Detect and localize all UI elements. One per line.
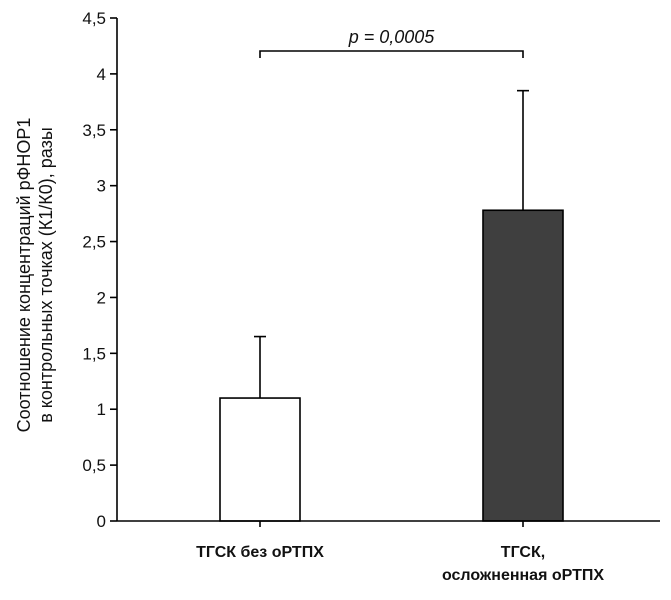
x-tick-label-line: осложненная оРТПХ [442, 567, 604, 584]
bar [219, 397, 301, 522]
x-tick-label-line: ТГСК без оРТПХ [196, 544, 324, 561]
bar [482, 209, 564, 522]
x-axis-ticks: ТГСК без оРТПХ ТГСК, осложненная оРТПХ [196, 521, 604, 584]
p-value-label: p = 0,0005 [348, 27, 436, 47]
bars [219, 89, 564, 522]
x-tick-label: ТГСК, осложненная оРТПХ [442, 544, 604, 584]
y-tick-label: 1 [97, 400, 106, 419]
y-tick-label: 3 [97, 177, 106, 196]
y-axis-label-line-2: в контрольных точках (К1/К0), разы [36, 127, 56, 423]
y-axis-ticks: 0 0,5 1 1,5 2 2,5 3 3,5 4 4,5 [82, 9, 117, 531]
y-tick-label: 0 [97, 512, 106, 531]
y-tick-label: 0,5 [82, 456, 106, 475]
y-axis-label: Соотношение концентраций рФНОР1 в контро… [14, 118, 56, 433]
y-tick-label: 4 [97, 65, 106, 84]
y-tick-label: 4,5 [82, 9, 106, 28]
y-tick-label: 2,5 [82, 233, 106, 252]
significance-bracket: p = 0,0005 [259, 27, 524, 58]
y-tick-label: 2 [97, 288, 106, 307]
significance-bracket-line [259, 50, 524, 58]
y-axis-label-line-1: Соотношение концентраций рФНОР1 [14, 118, 34, 433]
y-tick-label: 1,5 [82, 344, 106, 363]
x-tick-label-line: ТГСК, [501, 544, 545, 561]
y-tick-label: 3,5 [82, 121, 106, 140]
x-tick-label: ТГСК без оРТПХ [196, 544, 324, 561]
